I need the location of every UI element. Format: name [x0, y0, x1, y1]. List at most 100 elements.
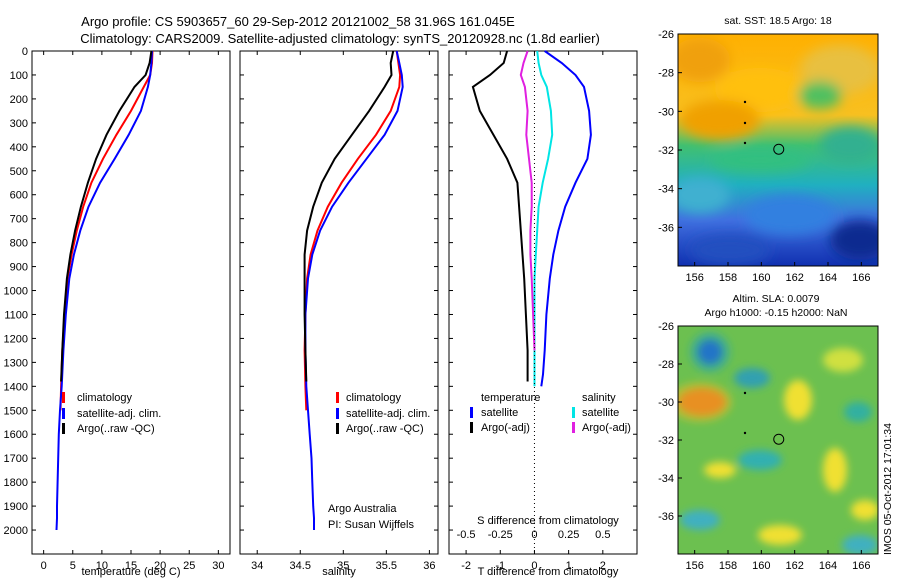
legend-swatch-satellite: [62, 408, 65, 419]
legend-label-climatology: climatology: [346, 392, 402, 404]
legend-swatch-argo: [336, 423, 339, 434]
map-y-tick-label: -30: [658, 106, 674, 118]
s-difference-xlabel: S difference from climatology: [477, 515, 619, 527]
y-tick-label: 800: [10, 238, 28, 250]
map-y-tick-label: -32: [658, 145, 674, 157]
legend-swatch-argo: [62, 423, 65, 434]
y-tick-label: 300: [10, 118, 28, 130]
y-tick-label: 1600: [4, 429, 28, 441]
y-tick-label: 1200: [4, 333, 28, 345]
x-tick-label: -1: [495, 560, 505, 572]
y-tick-label: 700: [10, 214, 28, 226]
y-tick-label: 200: [10, 94, 28, 106]
salinity-panel-frame: [239, 50, 439, 555]
difference-legend: temperature salinity satellite Argo(-adj…: [470, 392, 631, 434]
altimetry-map-title-line1: Altim. SLA: 0.0079: [733, 293, 820, 305]
temperature-legend: climatology satellite-adj. clim. Argo(..…: [62, 392, 161, 435]
altimetry-map-axes: 156 158 160 162 164 166 -26 -28 -30 -32 -34 -36: [658, 321, 870, 572]
x-tick-label: 20: [154, 560, 166, 572]
y-tick-label: 1400: [4, 381, 28, 393]
map-x-tick-label: 158: [719, 272, 737, 284]
legend-label-t-argo: Argo(-adj): [481, 422, 530, 434]
map-y-tick-label: -32: [658, 435, 674, 447]
map-y-tick-label: -28: [658, 359, 674, 371]
map-y-tick-label: -30: [658, 397, 674, 409]
temperature-panel-frame: [31, 50, 231, 555]
temperature-plot: 0 5 10 15 20 25 300100200300400500600700800900…: [4, 46, 225, 572]
legend-swatch-t-argo: [470, 422, 473, 433]
map-y-tick-label: -26: [658, 29, 674, 41]
y-tick-label: 1700: [4, 453, 28, 465]
x-tick-label: 34.5: [290, 560, 311, 572]
x-tick-label: 15: [125, 560, 137, 572]
series-line-salinity-satellite: [533, 50, 554, 387]
y-tick-label: 400: [10, 142, 28, 154]
top-x-tick-label: 0.25: [558, 529, 579, 541]
legend-title-salinity: salinity: [582, 392, 616, 404]
y-tick-label: 1000: [4, 286, 28, 298]
map-x-tick-label: 156: [685, 272, 703, 284]
y-tick-label: 0: [22, 46, 28, 58]
figure-title-line1: Argo profile: CS 5903657_60 29-Sep-2012 …: [81, 14, 515, 29]
legend-label-s-argo: Argo(-adj): [582, 422, 631, 434]
sst-map-title: sat. SST: 18.5 Argo: 18: [724, 15, 832, 27]
x-tick-label: 10: [96, 560, 108, 572]
y-tick-label: 1300: [4, 357, 28, 369]
x-tick-label: 30: [212, 560, 224, 572]
x-tick-label: 5: [70, 560, 76, 572]
map-x-tick-label: 166: [852, 560, 870, 572]
map-x-tick-label: 164: [819, 560, 837, 572]
map-y-tick-label: -28: [658, 68, 674, 80]
sst-map-image: [678, 34, 878, 266]
top-x-tick-label: -0.5: [457, 529, 476, 541]
legend-label-t-satellite: satellite: [481, 407, 518, 419]
map-x-tick-label: 158: [719, 560, 737, 572]
top-x-tick-label: 0.5: [595, 529, 610, 541]
series-line-climatology: [303, 50, 402, 411]
credit-line2: PI: Susan Wijffels: [328, 519, 414, 531]
y-tick-label: 900: [10, 262, 28, 274]
series-line-satellite-adj-clim-: [55, 50, 153, 531]
difference-panel-frame: [448, 50, 638, 555]
temperature-xlabel: temperature (deg C): [81, 566, 180, 578]
x-tick-label: 1: [566, 560, 572, 572]
series-line-salinity-argo-adj-: [519, 50, 536, 351]
series-line-satellite-adj-clim-: [304, 50, 404, 530]
map-y-tick-label: -34: [658, 184, 674, 196]
sst-map-axes: 156 158 160 162 164 166 -26 -28 -30 -32 -34 -36: [658, 29, 870, 284]
argo-location-marker: [773, 143, 785, 155]
map-x-tick-label: 166: [852, 272, 870, 284]
series-line-argo-raw-qc-: [60, 50, 153, 382]
altimetry-map-image: [678, 326, 878, 554]
t-difference-xlabel: T difference from climatology: [478, 566, 619, 578]
x-tick-label: 2: [600, 560, 606, 572]
legend-swatch-climatology: [336, 392, 339, 403]
y-tick-label: 600: [10, 190, 28, 202]
x-tick-label: 34: [251, 560, 263, 572]
x-tick-label: 0: [531, 560, 537, 572]
y-tick-label: 500: [10, 166, 28, 178]
legend-label-s-satellite: satellite: [582, 407, 619, 419]
y-tick-label: 1800: [4, 477, 28, 489]
map-x-tick-label: 162: [785, 560, 803, 572]
imos-stamp: IMOS 05-Oct-2012 17:01:34: [882, 423, 894, 555]
x-tick-label: 35.5: [376, 560, 397, 572]
map-y-tick-label: -34: [658, 473, 674, 485]
top-x-tick-label: -0.25: [488, 529, 513, 541]
map-y-tick-label: -36: [658, 511, 674, 523]
salinity-plot: 34 34.5 35 35.5 36: [240, 50, 438, 572]
map-x-tick-label: 164: [819, 272, 837, 284]
map-x-tick-label: 160: [752, 272, 770, 284]
map-x-tick-label: 156: [685, 560, 703, 572]
series-line-temperature-satellite: [540, 50, 592, 387]
x-tick-label: 35: [337, 560, 349, 572]
legend-label-satellite: satellite-adj. clim.: [346, 408, 430, 420]
y-tick-label: 1100: [4, 309, 28, 321]
legend-label-satellite: satellite-adj. clim.: [77, 408, 161, 420]
legend-swatch-t-satellite: [470, 407, 473, 418]
x-tick-label: -2: [461, 560, 471, 572]
map-y-tick-label: -26: [658, 321, 674, 333]
credit-line1: Argo Australia: [328, 503, 397, 515]
altimetry-map-title-line2: Argo h1000: -0.15 h2000: NaN: [704, 307, 847, 319]
